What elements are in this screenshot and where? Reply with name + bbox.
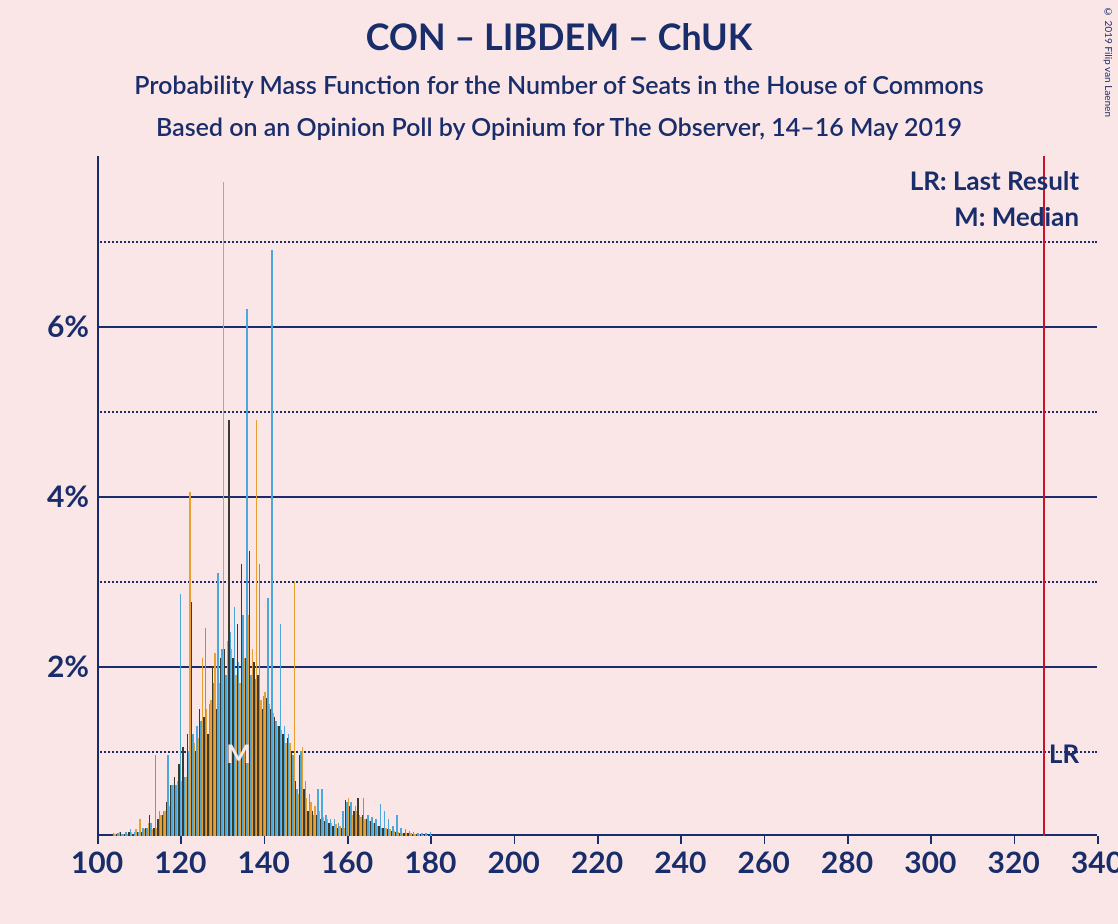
bar-series-b: [155, 755, 156, 836]
x-tick-mark: [1097, 836, 1099, 844]
x-tick-label: 200: [488, 844, 540, 880]
x-tick-label: 140: [238, 844, 290, 880]
plot-area: LR: Last Result M: Median LR M 2%4%6% 10…: [97, 156, 1097, 836]
x-tick-label: 120: [154, 844, 206, 880]
x-tick-label: 300: [904, 844, 956, 880]
x-tick-mark: [930, 836, 932, 844]
lr-legend-text: LR: Last Result: [910, 164, 1079, 196]
x-tick-label: 320: [988, 844, 1040, 880]
x-tick-mark: [430, 836, 432, 844]
x-tick-mark: [764, 836, 766, 844]
y-tick-label: 2%: [47, 648, 89, 684]
m-marker: M: [226, 737, 251, 769]
x-tick-label: 180: [404, 844, 456, 880]
m-legend-text: M: Median: [954, 200, 1079, 232]
x-tick-label: 160: [321, 844, 373, 880]
x-tick-label: 100: [71, 844, 123, 880]
x-tick-mark: [347, 836, 349, 844]
x-tick-mark: [264, 836, 266, 844]
x-tick-mark: [514, 836, 516, 844]
chart-subtitle-2: Based on an Opinion Poll by Opinium for …: [0, 112, 1118, 142]
x-tick-mark: [847, 836, 849, 844]
y-tick-label: 4%: [47, 478, 89, 514]
x-tick-mark: [180, 836, 182, 844]
x-tick-label: 240: [654, 844, 706, 880]
x-tick-label: 260: [738, 844, 790, 880]
lr-marker: LR: [1049, 737, 1079, 769]
lr-reference-line: [1043, 156, 1045, 836]
chart-title: CON – LIBDEM – ChUK: [0, 0, 1118, 58]
x-tick-mark: [597, 836, 599, 844]
x-tick-label: 340: [1071, 844, 1118, 880]
x-tick-mark: [97, 836, 99, 844]
y-tick-label: 6%: [47, 308, 89, 344]
chart-subtitle-1: Probability Mass Function for the Number…: [0, 70, 1118, 100]
copyright: © 2019 Filip van Laenen: [1102, 6, 1114, 117]
grid-minor: [97, 241, 1097, 243]
x-tick-label: 280: [821, 844, 873, 880]
x-tick-mark: [680, 836, 682, 844]
x-tick-label: 220: [571, 844, 623, 880]
x-tick-mark: [1014, 836, 1016, 844]
